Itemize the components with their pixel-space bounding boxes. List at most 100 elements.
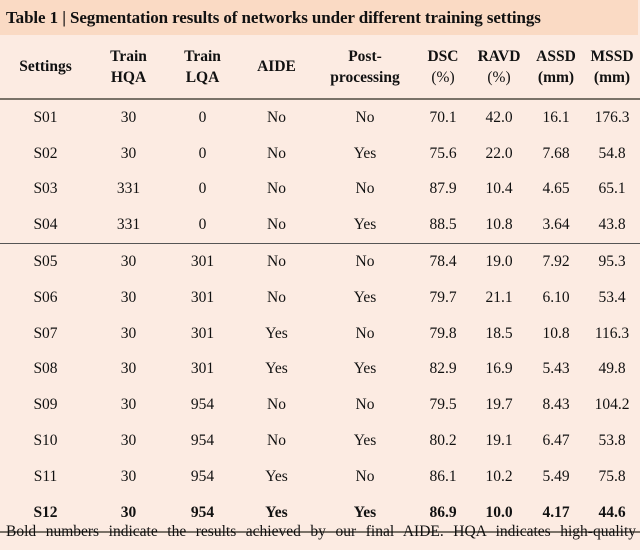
cell-train-lqa: 954	[190, 432, 215, 450]
cell-dsc: 87.9	[429, 180, 457, 198]
cell-assd: 7.92	[542, 253, 570, 271]
cell-ravd: 18.5	[485, 324, 513, 342]
cell-setting: S01	[33, 108, 58, 126]
cell-train-hqa: 30	[120, 467, 137, 485]
cell-post-processing: Yes	[353, 144, 377, 162]
cell-setting: S12	[0, 494, 91, 533]
cell-dsc: 79.8	[429, 324, 457, 342]
cell-post-processing: Yes	[353, 432, 377, 450]
cell-post-processing: Yes	[353, 288, 377, 306]
cell-dsc: 78.4	[429, 253, 457, 271]
cell-train-hqa: 30	[120, 360, 137, 378]
table-row: S10 30 954 No Yes 80.2 19.1 6.47 53.8	[0, 423, 640, 459]
cell-dsc: 79.5	[429, 396, 457, 414]
cell-mssd: 43.8	[584, 207, 640, 245]
cell-ravd: 10.0	[470, 494, 528, 533]
cell-assd: 10.8	[542, 324, 570, 342]
cell-mssd: 53.8	[598, 432, 626, 450]
cell-post-processing: No	[355, 108, 375, 126]
cell-assd: 4.65	[542, 180, 570, 198]
results-table: Settings Train HQA Train LQA AIDE Post-pro…	[0, 35, 640, 533]
table-title: Table 1 | Segmentation results of networ…	[0, 0, 638, 35]
cell-setting: S09	[33, 396, 58, 414]
cell-setting: S06	[33, 288, 58, 306]
cell-train-hqa: 30	[120, 324, 137, 342]
header-post-processing: Post-processing	[314, 35, 416, 100]
cell-post-processing: Yes	[353, 360, 377, 378]
cell-ravd: 10.4	[485, 180, 513, 198]
cell-train-hqa: 30	[120, 144, 137, 162]
cell-ravd: 22.0	[485, 144, 513, 162]
cell-train-lqa: 0	[198, 108, 207, 126]
cell-setting: S04	[0, 207, 91, 245]
cell-mssd: 54.8	[598, 144, 626, 162]
table-row: S08 30 301 Yes Yes 82.9 16.9 5.43 49.8	[0, 352, 640, 388]
cell-train-lqa: 954	[190, 467, 215, 485]
table-row: S02 30 0 No Yes 75.6 22.0 7.68 54.8	[0, 136, 640, 172]
cell-aide: No	[267, 144, 286, 162]
cell-train-lqa: 954	[190, 396, 215, 414]
cell-ravd: 42.0	[485, 108, 513, 126]
cell-dsc: 75.6	[429, 144, 457, 162]
cell-dsc: 70.1	[429, 108, 457, 126]
cell-post-processing: Yes	[314, 207, 416, 245]
cell-aide: No	[267, 288, 286, 306]
cell-train-hqa: 331	[116, 180, 141, 198]
cell-ravd: 19.7	[485, 396, 513, 414]
cell-train-lqa: 301	[190, 324, 215, 342]
cell-post-processing: No	[355, 180, 375, 198]
table-row: S07 30 301 Yes No 79.8 18.5 10.8 116.3	[0, 316, 640, 352]
cell-aide: Yes	[239, 494, 314, 533]
cell-mssd: 65.1	[598, 180, 626, 198]
table-row: S03 331 0 No No 87.9 10.4 4.65 65.1	[0, 172, 640, 208]
cell-train-lqa: 0	[166, 207, 239, 245]
cell-train-hqa: 30	[120, 108, 137, 126]
table-row: S05 30 301 No No 78.4 19.0 7.92 95.3	[0, 244, 640, 280]
header-ravd: RAVD (%)	[470, 35, 528, 100]
cell-assd: 5.43	[542, 360, 570, 378]
header-mssd: MSSD (mm)	[584, 35, 640, 100]
cell-train-lqa: 0	[198, 144, 207, 162]
cell-dsc: 79.7	[429, 288, 457, 306]
cell-assd: 6.47	[542, 432, 570, 450]
table-row: S09 30 954 No No 79.5 19.7 8.43 104.2	[0, 387, 640, 423]
cell-post-processing: No	[355, 396, 375, 414]
header-aide: AIDE	[239, 35, 314, 100]
cell-train-lqa: 301	[190, 253, 215, 271]
cell-train-lqa: 301	[190, 360, 215, 378]
cell-aide: Yes	[265, 360, 288, 378]
cell-setting: S07	[33, 324, 58, 342]
cell-aide: No	[267, 432, 286, 450]
cell-assd: 4.17	[528, 494, 584, 533]
cell-post-processing: No	[355, 324, 375, 342]
header-dsc: DSC (%)	[416, 35, 470, 100]
table-footnote: Bold numbers indicate the results achiev…	[6, 523, 636, 540]
cell-mssd: 116.3	[594, 324, 630, 342]
cell-setting: S10	[33, 432, 58, 450]
cell-ravd: 16.9	[485, 360, 513, 378]
cell-train-hqa: 30	[120, 432, 137, 450]
cell-train-hqa: 30	[120, 396, 137, 414]
cell-mssd: 53.4	[598, 288, 626, 306]
table-row: S04 331 0 No Yes 88.5 10.8 3.64 43.8	[0, 207, 640, 245]
header-row: Settings Train HQA Train LQA AIDE Post-pro…	[0, 35, 640, 100]
cell-assd: 6.10	[542, 288, 570, 306]
cell-ravd: 10.2	[485, 467, 513, 485]
cell-setting: S02	[33, 144, 58, 162]
table-row: S06 30 301 No Yes 79.7 21.1 6.10 53.4	[0, 280, 640, 316]
cell-aide: No	[267, 180, 286, 198]
cell-mssd: 49.8	[598, 360, 626, 378]
cell-assd: 7.68	[542, 144, 570, 162]
header-assd: ASSD (mm)	[528, 35, 584, 100]
cell-train-lqa: 0	[198, 180, 207, 198]
cell-train-lqa: 301	[190, 288, 215, 306]
table-row: S11 30 954 Yes No 86.1 10.2 5.49 75.8	[0, 459, 640, 495]
cell-aide: No	[267, 108, 286, 126]
cell-assd: 5.49	[542, 467, 570, 485]
cell-mssd: 176.3	[594, 108, 630, 126]
cell-aide: Yes	[265, 467, 288, 485]
cell-train-hqa: 331	[91, 207, 166, 245]
header-train-lqa: Train LQA	[166, 35, 239, 100]
cell-assd: 3.64	[528, 207, 584, 245]
